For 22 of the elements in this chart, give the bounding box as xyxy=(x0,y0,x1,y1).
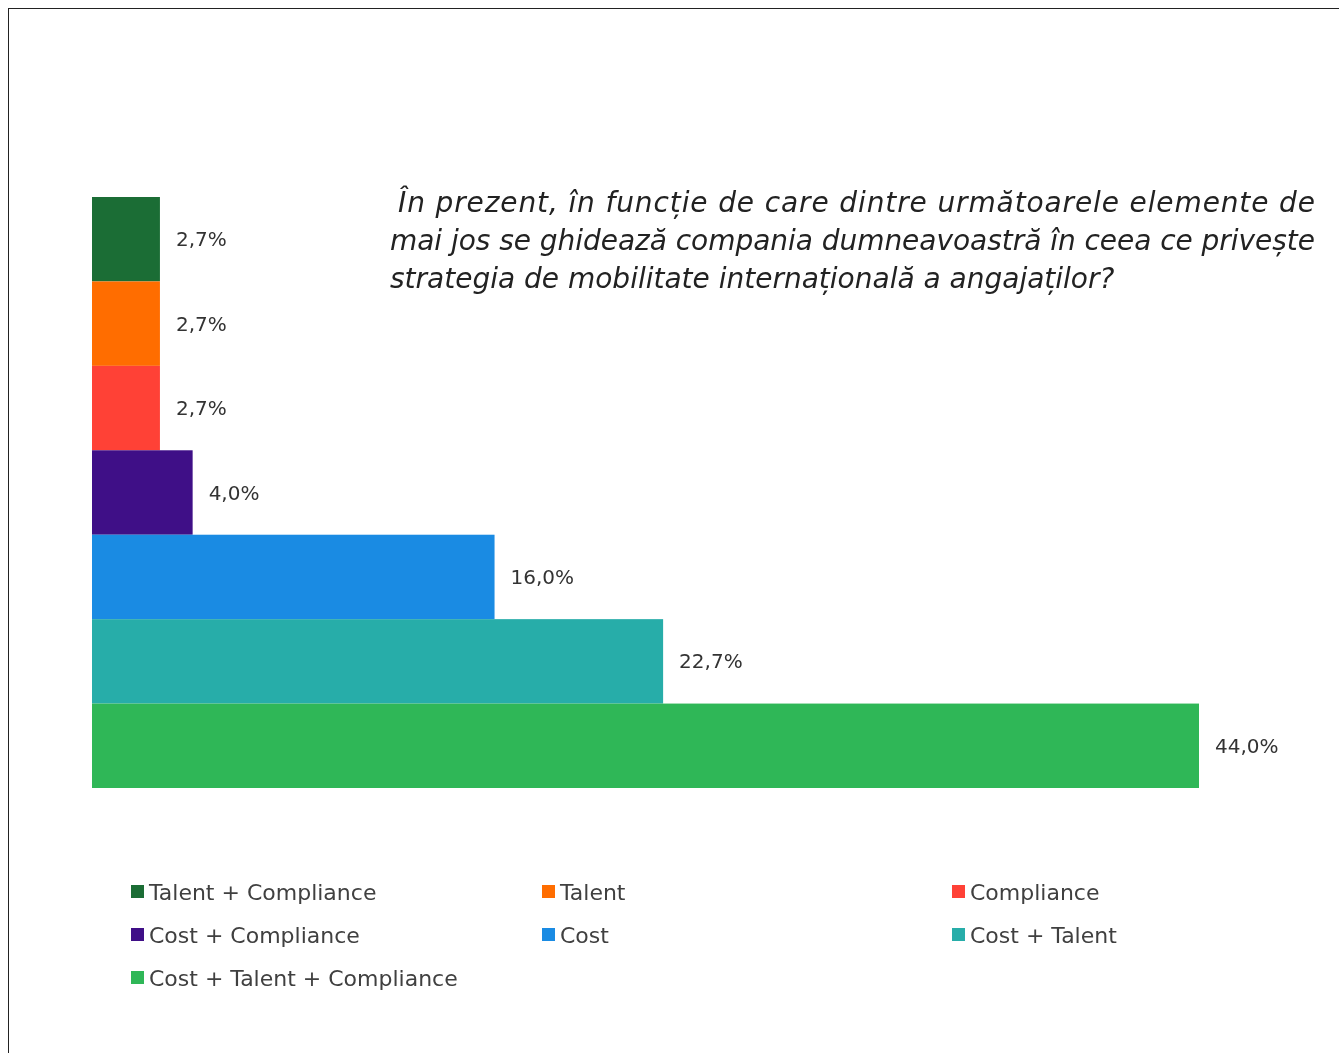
data-label: 2,7% xyxy=(175,311,227,336)
legend-label: Cost xyxy=(560,922,610,948)
legend-label: Cost + Talent xyxy=(970,922,1118,948)
bar xyxy=(92,281,160,366)
bar xyxy=(92,450,193,535)
legend-label: Cost + Talent + Compliance xyxy=(149,965,458,991)
data-label: 4,0% xyxy=(208,480,260,505)
legend-label: Talent + Compliance xyxy=(148,879,377,905)
legend-label: Talent xyxy=(559,879,626,905)
bar xyxy=(92,197,160,282)
data-label: 2,7% xyxy=(175,396,227,421)
data-label: 22,7% xyxy=(679,649,743,674)
bar xyxy=(92,703,1199,788)
data-label: 16,0% xyxy=(510,564,575,589)
data-label: 44,0% xyxy=(1215,733,1279,758)
bar xyxy=(92,365,160,451)
legend-label: Cost + Compliance xyxy=(149,922,360,948)
data-label: 2,7% xyxy=(175,227,227,252)
text: În prezent, în funcție de care dintre următoarele elemente de mai jos se ghidează compania dumneavoastră în ceea ce privește strategia de mobilitate internațională a angajaților? xyxy=(390,185,1315,295)
legend-label: Compliance xyxy=(970,879,1100,905)
bar xyxy=(92,619,664,704)
bar xyxy=(92,534,495,620)
